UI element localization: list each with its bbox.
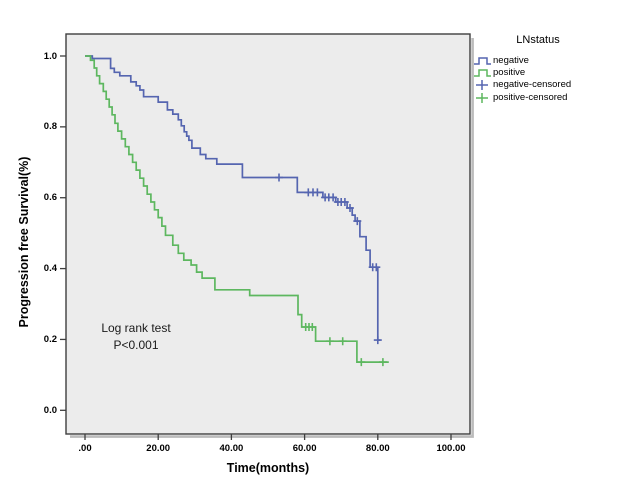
y-tick-label: 1.0 — [43, 50, 57, 62]
x-tick-label: 20.00 — [146, 443, 171, 454]
legend-item-negative: negative — [474, 55, 614, 67]
negative-censor-marks — [275, 173, 382, 345]
legend-item-positive-censored: positive-censored — [474, 92, 614, 104]
legend-item-negative-censored: negative-censored — [474, 79, 614, 91]
step-line-symbol-icon — [474, 69, 491, 78]
y-tick-label: 0.6 — [43, 192, 57, 204]
step-line-symbol-icon — [474, 57, 491, 65]
y-tick-label: 0.0 — [43, 404, 57, 416]
legend: LNstatus negative positive negative-censor… — [474, 34, 614, 104]
x-tick-label: 40.00 — [219, 443, 244, 454]
log-rank-line2: P<0.001 — [113, 338, 159, 352]
positive-curve — [85, 55, 389, 363]
plot-shadow — [70, 38, 474, 438]
legend-items: negative positive negative-censored positiv… — [474, 55, 614, 104]
negative-curve — [85, 55, 381, 341]
log-rank-line1: Log rank test — [101, 321, 171, 335]
legend-item-label: negative-censored — [493, 79, 572, 91]
positive-censor-marks — [301, 323, 387, 367]
x-tick-label: 60.00 — [292, 443, 317, 454]
plot-area — [65, 33, 471, 435]
plus-symbol-icon — [476, 92, 488, 103]
x-tick-label: 80.00 — [365, 443, 390, 454]
legend-item-label: positive — [493, 67, 526, 79]
legend-title: LNstatus — [516, 34, 560, 46]
y-tick-label: 0.4 — [43, 263, 57, 275]
y-tick-label: 0.2 — [43, 333, 57, 345]
log-rank-annotation: Log rank test P<0.001 — [84, 320, 188, 354]
x-tick-label: .00 — [78, 443, 92, 454]
x-axis-title: Time(months) — [226, 461, 310, 475]
legend-item-label: positive-censored — [493, 91, 568, 103]
x-tick-label: 100.00 — [436, 443, 466, 454]
legend-item-label: negative — [493, 55, 529, 67]
plus-symbol-icon — [476, 80, 488, 91]
y-axis-title: Progression free Survival(%) — [17, 156, 31, 328]
legend-item-positive: positive — [474, 67, 614, 79]
y-tick-label: 0.8 — [43, 121, 57, 133]
